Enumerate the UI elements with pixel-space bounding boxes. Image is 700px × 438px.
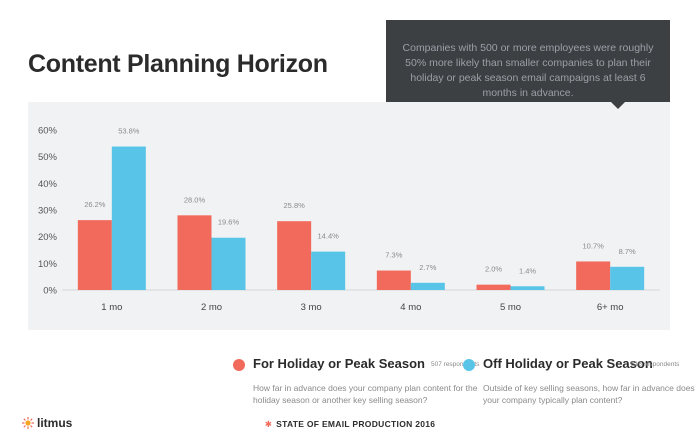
footer-title: ✱ STATE OF EMAIL PRODUCTION 2016 (0, 419, 700, 430)
bar-value-label: 10.7% (583, 241, 605, 250)
x-tick-label: 2 mo (201, 302, 222, 313)
insight-tooltip: Companies with 500 or more employees wer… (386, 20, 670, 102)
bar-holiday (77, 220, 112, 290)
x-tick-label: 1 mo (101, 302, 122, 313)
x-tick-label: 5 mo (500, 302, 521, 313)
y-tick-label: 30% (38, 206, 58, 217)
bar-holiday (277, 221, 312, 290)
bar-value-label: 19.6% (218, 218, 240, 227)
bar-off-holiday (610, 266, 645, 290)
star-icon: ✱ (264, 419, 273, 429)
legend-dot-off-holiday (463, 359, 475, 371)
footer-text: STATE OF EMAIL PRODUCTION 2016 (276, 419, 436, 429)
legend-respondents-off-holiday: 515 respondents (631, 361, 680, 368)
bar-holiday (177, 215, 212, 290)
bar-value-label: 8.7% (619, 247, 636, 256)
legend-respondents-holiday: 507 respondents (431, 361, 480, 368)
y-tick-label: 50% (38, 152, 58, 163)
bar-value-label: 28.0% (184, 195, 206, 204)
bar-value-label: 25.8% (284, 201, 306, 210)
legend-dot-holiday (233, 359, 245, 371)
bar-holiday (476, 284, 511, 290)
bar-off-holiday (510, 286, 545, 290)
legend-label-off-holiday: Off Holiday or Peak Season (483, 356, 653, 371)
legend-description-holiday: How far in advance does your company pla… (253, 383, 478, 405)
bar-value-label: 14.4% (318, 232, 340, 241)
bar-value-label: 2.7% (419, 263, 436, 272)
tooltip-arrow (610, 101, 626, 109)
page-title: Content Planning Horizon (28, 50, 328, 78)
x-tick-label: 3 mo (301, 302, 322, 313)
bar-holiday (576, 261, 611, 290)
bar-off-holiday (311, 251, 346, 290)
logo-text: litmus (37, 416, 73, 430)
legend-label-holiday: For Holiday or Peak Season (253, 356, 425, 371)
sun-icon (22, 417, 34, 429)
bar-off-holiday (410, 282, 445, 290)
y-tick-label: 60% (38, 126, 58, 137)
bar-value-label: 26.2% (84, 200, 106, 209)
legend-description-off-holiday: Outside of key selling seasons, how far … (483, 383, 695, 405)
y-tick-label: 40% (38, 179, 58, 190)
y-tick-label: 0% (43, 286, 57, 297)
bar-off-holiday (111, 146, 146, 290)
bar-value-label: 7.3% (385, 251, 402, 260)
bar-off-holiday (211, 237, 246, 290)
bar-value-label: 53.8% (118, 127, 140, 136)
bar-value-label: 2.0% (485, 265, 502, 274)
x-tick-label: 6+ mo (597, 302, 624, 313)
bar-value-label: 1.4% (519, 266, 536, 275)
y-tick-label: 10% (38, 259, 58, 270)
y-tick-label: 20% (38, 232, 58, 243)
x-tick-label: 4 mo (400, 302, 421, 313)
bar-holiday (376, 270, 411, 290)
bar-chart: 0% 10% 20% 30% 40% 50% 60% 26.2% 53.8% 1 mo 28.0% 1… (38, 126, 660, 313)
